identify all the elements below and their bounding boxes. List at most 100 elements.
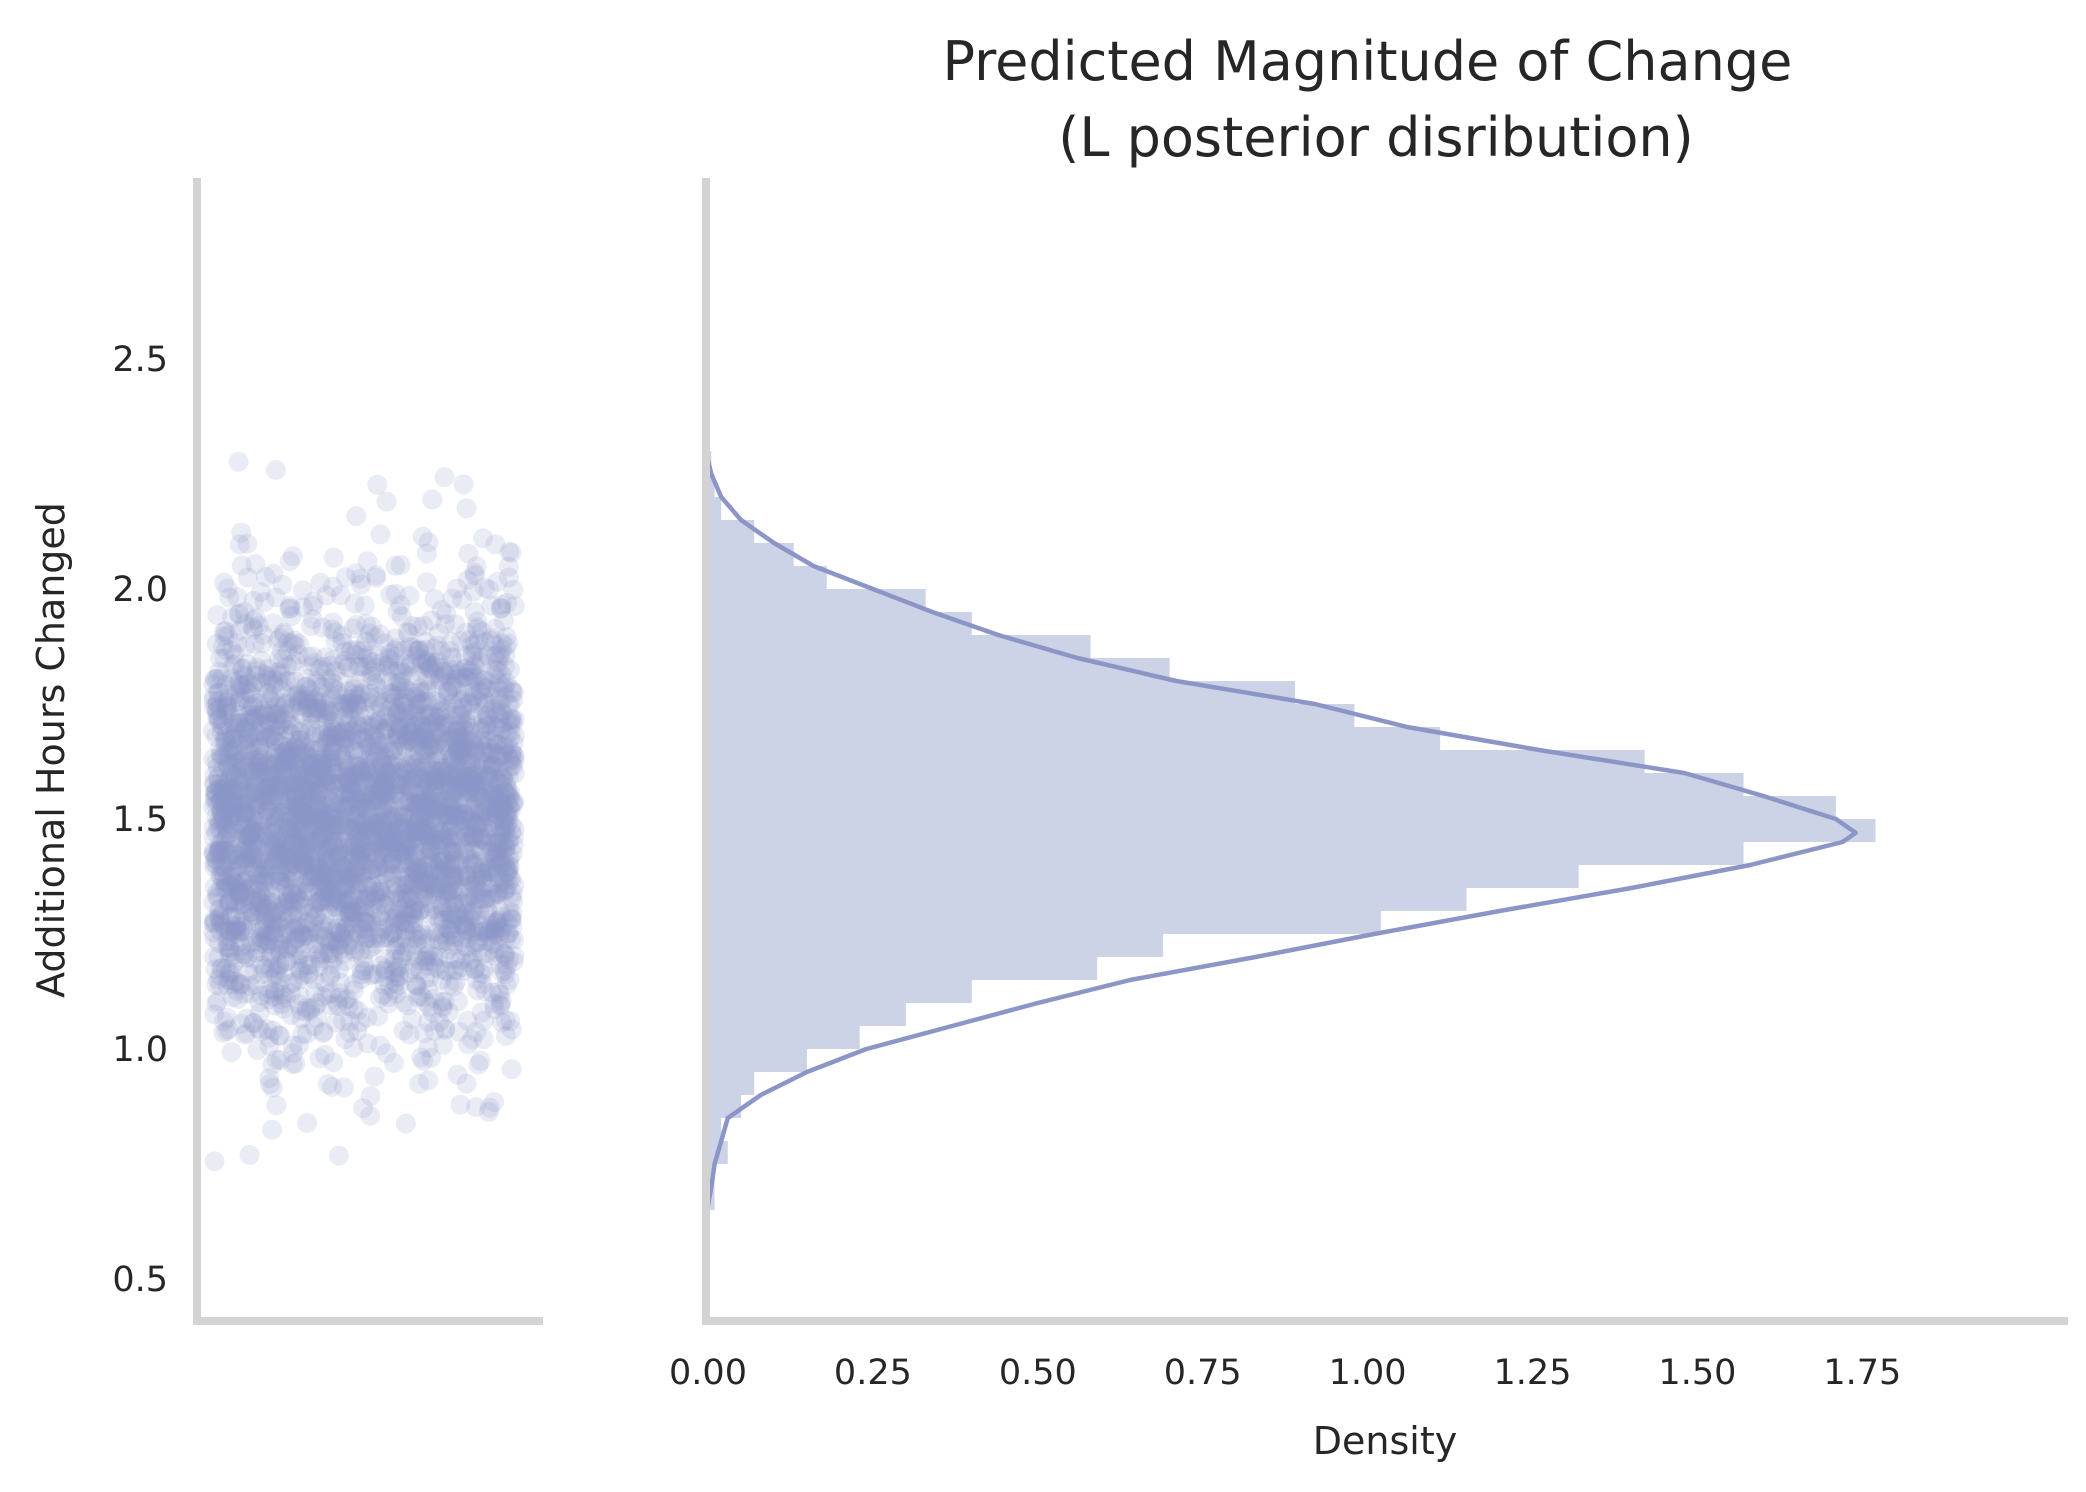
strip-point bbox=[343, 1037, 364, 1058]
strip-point bbox=[385, 883, 406, 904]
strip-point bbox=[289, 766, 310, 787]
strip-point bbox=[444, 842, 465, 863]
strip-point bbox=[306, 698, 327, 719]
strip-point bbox=[257, 710, 278, 731]
strip-point bbox=[419, 797, 440, 818]
strip-point bbox=[295, 737, 316, 758]
strip-point bbox=[470, 728, 491, 749]
strip-point bbox=[413, 802, 434, 823]
strip-point bbox=[438, 889, 459, 910]
strip-point bbox=[378, 993, 399, 1014]
strip-point bbox=[213, 789, 234, 810]
strip-point bbox=[203, 841, 224, 862]
strip-point bbox=[324, 837, 345, 858]
strip-point bbox=[441, 647, 462, 667]
strip-point bbox=[223, 791, 244, 812]
strip-point bbox=[316, 727, 337, 748]
strip-point bbox=[425, 905, 446, 926]
strip-point bbox=[433, 753, 454, 774]
strip-point bbox=[332, 885, 353, 906]
strip-point bbox=[245, 665, 266, 686]
strip-point bbox=[341, 781, 361, 802]
strip-point bbox=[295, 787, 316, 808]
strip-point bbox=[316, 843, 337, 864]
strip-point bbox=[308, 759, 329, 780]
strip-point bbox=[344, 831, 365, 851]
strip-point bbox=[460, 717, 481, 738]
strip-point bbox=[229, 758, 249, 779]
strip-point bbox=[435, 1018, 456, 1039]
strip-point bbox=[276, 918, 297, 939]
strip-point bbox=[241, 932, 262, 953]
strip-point bbox=[432, 847, 452, 868]
strip-point bbox=[426, 792, 447, 813]
strip-point bbox=[407, 976, 428, 996]
strip-point bbox=[357, 1007, 378, 1028]
strip-point bbox=[456, 712, 477, 733]
strip-point bbox=[341, 722, 362, 743]
strip-point bbox=[351, 873, 371, 894]
strip-point bbox=[489, 708, 510, 729]
strip-point bbox=[288, 739, 309, 760]
strip-point bbox=[288, 733, 309, 754]
strip-point bbox=[494, 879, 515, 900]
strip-point bbox=[208, 766, 228, 787]
strip-point bbox=[491, 773, 512, 794]
strip-point bbox=[206, 633, 227, 654]
strip-point bbox=[278, 817, 299, 838]
strip-point bbox=[251, 650, 272, 671]
strip-point bbox=[447, 715, 468, 736]
strip-point bbox=[333, 807, 354, 828]
strip-point bbox=[205, 959, 226, 980]
strip-point bbox=[313, 823, 334, 844]
strip-point bbox=[459, 817, 480, 838]
strip-point bbox=[396, 763, 417, 784]
strip-point bbox=[407, 863, 428, 884]
strip-point bbox=[330, 724, 351, 745]
strip-point bbox=[477, 714, 497, 734]
strip-point bbox=[466, 969, 487, 990]
strip-point bbox=[335, 876, 356, 897]
strip-point bbox=[425, 779, 446, 799]
strip-point bbox=[375, 948, 396, 969]
strip-point bbox=[479, 858, 500, 879]
strip-point bbox=[427, 750, 448, 771]
strip-point bbox=[370, 777, 391, 798]
strip-point bbox=[385, 939, 406, 960]
strip-point bbox=[260, 796, 281, 817]
strip-point bbox=[353, 911, 374, 932]
strip-point bbox=[259, 711, 280, 732]
strip-point bbox=[416, 543, 437, 564]
strip-point bbox=[344, 820, 365, 841]
strip-point bbox=[371, 751, 392, 772]
strip-point bbox=[299, 754, 319, 774]
strip-point bbox=[321, 686, 342, 707]
strip-point bbox=[424, 792, 445, 813]
strip-point bbox=[504, 930, 524, 950]
strip-point bbox=[367, 963, 388, 984]
strip-point bbox=[348, 799, 368, 820]
strip-point bbox=[465, 888, 486, 909]
strip-point bbox=[436, 699, 457, 720]
strip-point bbox=[480, 866, 501, 887]
strip-point bbox=[250, 889, 271, 910]
strip-point bbox=[274, 784, 295, 805]
strip-point bbox=[498, 805, 519, 826]
strip-point bbox=[335, 1029, 356, 1049]
strip-point bbox=[367, 846, 388, 867]
strip-point bbox=[374, 835, 395, 856]
strip-point bbox=[365, 751, 386, 772]
strip-point bbox=[377, 717, 398, 738]
strip-point bbox=[206, 752, 227, 773]
strip-point bbox=[346, 729, 367, 750]
strip-point bbox=[315, 881, 335, 902]
strip-point bbox=[481, 786, 502, 807]
strip-point bbox=[218, 772, 239, 793]
strip-point bbox=[425, 734, 446, 755]
strip-point bbox=[503, 793, 524, 814]
strip-point bbox=[214, 858, 235, 879]
strip-point bbox=[245, 756, 266, 777]
strip-point bbox=[222, 607, 243, 628]
strip-point bbox=[439, 875, 460, 896]
strip-point bbox=[429, 910, 450, 931]
